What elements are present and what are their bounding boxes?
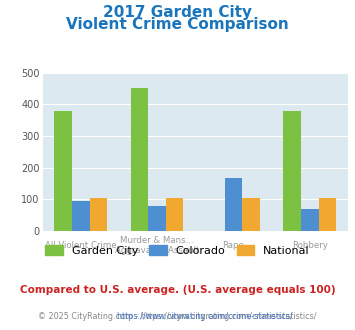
Text: https://www.cityrating.com/crime-statistics/: https://www.cityrating.com/crime-statist… [62, 312, 293, 321]
Text: Compared to U.S. average. (U.S. average equals 100): Compared to U.S. average. (U.S. average … [20, 285, 335, 295]
Text: 2017 Garden City: 2017 Garden City [103, 5, 252, 20]
Bar [72, 201, 89, 231]
Text: All Violent Crime: All Violent Crime [45, 241, 116, 250]
Bar [318, 198, 336, 231]
Text: © 2025 CityRating.com - https://www.cityrating.com/crime-statistics/: © 2025 CityRating.com - https://www.city… [38, 312, 317, 321]
Bar [301, 210, 318, 231]
Bar [283, 111, 301, 231]
Text: Robbery: Robbery [292, 241, 328, 250]
Text: Rape: Rape [223, 241, 244, 250]
Text: Aggravated Assault: Aggravated Assault [115, 246, 199, 255]
Bar [54, 111, 72, 231]
Bar [225, 178, 242, 231]
Bar [89, 198, 107, 231]
Bar [166, 198, 184, 231]
Text: Murder & Mans...: Murder & Mans... [120, 236, 194, 245]
Bar [131, 88, 148, 231]
Bar [148, 206, 166, 231]
Legend: Garden City, Colorado, National: Garden City, Colorado, National [40, 241, 315, 260]
Text: Violent Crime Comparison: Violent Crime Comparison [66, 16, 289, 31]
Bar [242, 198, 260, 231]
